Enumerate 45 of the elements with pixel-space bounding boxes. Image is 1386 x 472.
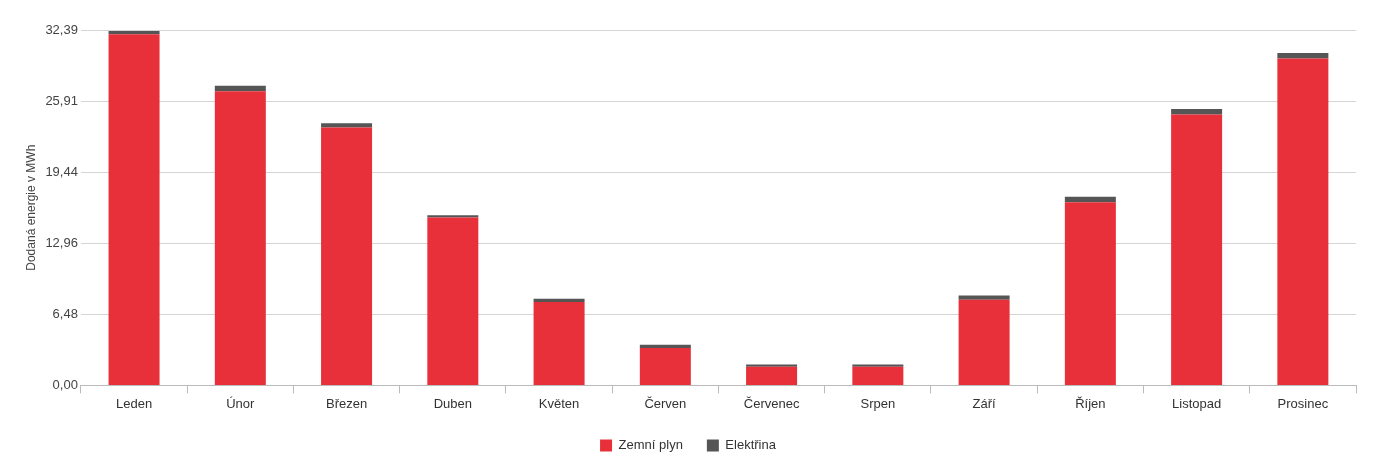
- bar: [1064, 202, 1116, 385]
- bar: [108, 30, 160, 35]
- y-tick-label: 32,39: [45, 21, 78, 37]
- x-tick-label: Říjen: [1075, 395, 1106, 411]
- y-axis-title: Dodaná energie v MWh: [23, 144, 38, 271]
- y-tick-label: 6,48: [52, 305, 78, 321]
- bar: [427, 215, 479, 218]
- x-tick-label: Duben: [433, 395, 472, 411]
- bar: [1277, 58, 1329, 385]
- x-tick-label: Červen: [644, 395, 687, 411]
- bar: [852, 366, 904, 385]
- y-tick-label: 0,00: [52, 376, 78, 392]
- bar: [1171, 114, 1223, 385]
- legend-label: Zemní plyn: [618, 437, 683, 453]
- bar: [1064, 196, 1116, 203]
- bar: [639, 344, 691, 349]
- x-tick-label: Leden: [115, 395, 153, 411]
- x-tick-label: Květen: [538, 395, 580, 411]
- bar: [427, 217, 479, 385]
- x-tick-label: Prosinec: [1277, 395, 1329, 411]
- bar: [1171, 108, 1223, 115]
- x-tick-label: Únor: [226, 395, 256, 411]
- y-tick-label: 12,96: [45, 234, 78, 250]
- y-tick-label: 25,91: [45, 92, 78, 108]
- bar: [321, 127, 373, 385]
- bar: [533, 298, 585, 303]
- x-tick-label: Září: [972, 395, 997, 411]
- x-tick-label: Listopad: [1172, 395, 1222, 411]
- bar: [214, 91, 266, 385]
- legend-label: Elektřina: [725, 437, 777, 453]
- bar: [533, 302, 585, 385]
- bar: [958, 295, 1010, 300]
- bar: [1277, 52, 1329, 59]
- bar: [958, 299, 1010, 385]
- y-tick-label: 19,44: [45, 163, 78, 179]
- bar: [746, 364, 798, 367]
- bar: [321, 123, 373, 128]
- x-tick-label: Srpen: [860, 395, 896, 411]
- bar: [746, 366, 798, 385]
- x-tick-label: Březen: [325, 395, 368, 411]
- bar: [214, 85, 266, 92]
- bar: [852, 364, 904, 367]
- bar: [108, 34, 160, 385]
- x-tick-label: Červenec: [743, 395, 800, 411]
- bar: [639, 348, 691, 385]
